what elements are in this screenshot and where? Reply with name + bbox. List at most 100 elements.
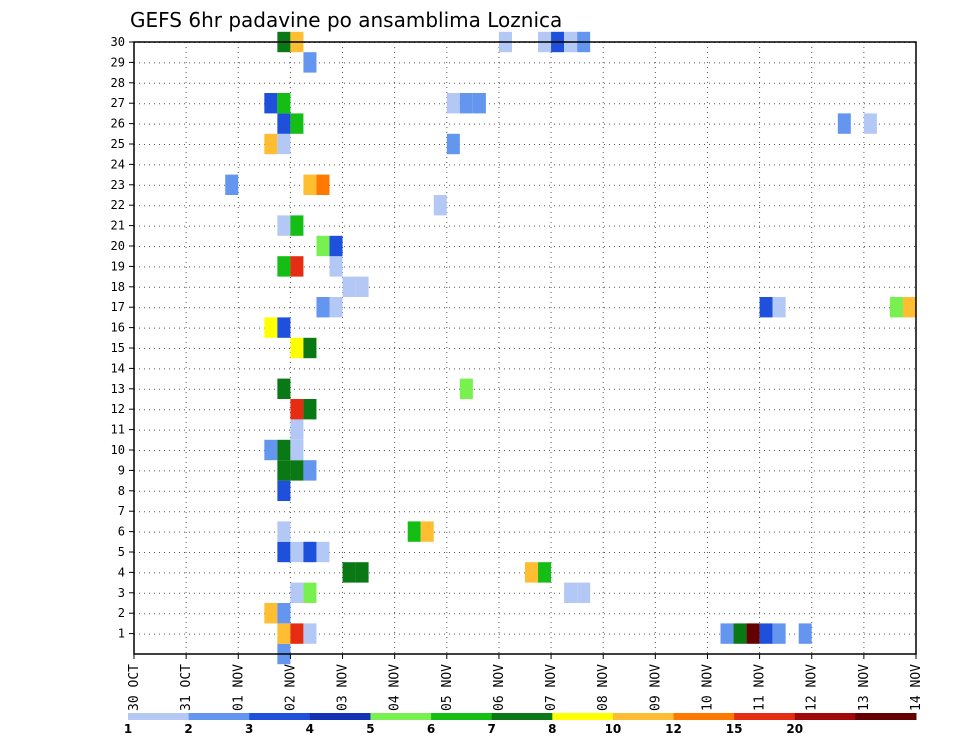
x-tick-label: 12 NOV [805, 664, 820, 711]
colorbar-label: 4 [306, 722, 314, 736]
heatmap-cell [277, 378, 291, 399]
y-tick-label: 15 [111, 341, 125, 355]
colorbar-segment [734, 713, 796, 720]
y-tick-label: 14 [111, 361, 125, 375]
y-tick-label: 29 [111, 55, 125, 69]
heatmap-cell [290, 582, 304, 603]
x-tick-label: 02 NOV [283, 664, 298, 711]
heatmap-cell [329, 235, 343, 257]
heatmap-cell [303, 623, 317, 644]
heatmap-cell [772, 297, 786, 318]
heatmap-cell [303, 337, 317, 359]
colorbar-label: 15 [726, 722, 743, 736]
heatmap-cell [303, 541, 317, 563]
colorbar-segment [612, 713, 675, 720]
heatmap-cell [290, 541, 304, 563]
colorbar-label: 10 [605, 722, 622, 736]
x-axis: 30 OCT 31 OCT 01 NOV 02 NOV 03 NOV 04 NOV 05 N… [127, 654, 924, 711]
heatmap-cell [277, 215, 291, 236]
heatmap-cell [290, 623, 304, 644]
y-tick-label: 25 [111, 137, 125, 151]
heatmap-cell [746, 623, 760, 644]
chart-title: GEFS 6hr padavine po ansamblima Loznica [130, 8, 562, 32]
heatmap-cell [290, 337, 304, 359]
heatmap-cell [277, 480, 291, 501]
y-tick-label: 22 [111, 198, 125, 212]
y-tick-label: 30 [111, 35, 125, 49]
y-tick-label: 16 [111, 321, 125, 335]
y-tick-label: 10 [111, 443, 125, 457]
heatmap-cell [316, 297, 330, 318]
y-tick-label: 24 [111, 157, 125, 171]
x-tick-label: 13 NOV [857, 664, 872, 711]
y-tick-label: 7 [118, 504, 125, 518]
heatmap-cell [303, 52, 317, 73]
heatmap-cell [459, 93, 473, 114]
y-tick-label: 1 [118, 627, 125, 641]
heatmap-cell [759, 297, 773, 318]
heatmap-cell [772, 623, 786, 644]
heatmap-cell [342, 276, 356, 297]
heatmap-cell [902, 297, 916, 318]
heatmap-cells [225, 31, 916, 665]
heatmap-cell [342, 562, 356, 583]
colorbar-label: 6 [427, 722, 435, 736]
colorbar-label: 5 [366, 722, 374, 736]
heatmap-cell [225, 174, 239, 195]
colorbar-segment [794, 713, 856, 720]
heatmap-cell [837, 113, 851, 134]
heatmap-cell [316, 541, 330, 563]
y-tick-label: 28 [111, 76, 125, 90]
heatmap-cell [564, 582, 578, 603]
heatmap-cell [759, 623, 773, 644]
colorbar-label: 20 [786, 722, 803, 736]
heatmap-cell [290, 399, 304, 420]
heatmap-cell [863, 113, 877, 134]
heatmap-cell [446, 133, 460, 155]
x-tick-label: 07 NOV [544, 664, 559, 711]
heatmap-cell [277, 93, 291, 114]
y-axis: 1234567891011121314151617181920212223242… [111, 35, 134, 641]
heatmap-cell [472, 93, 486, 114]
x-tick-label: 04 NOV [388, 664, 403, 711]
y-tick-label: 18 [111, 280, 125, 294]
y-tick-label: 3 [118, 586, 125, 600]
heatmap-cell [329, 256, 343, 277]
y-tick-label: 6 [118, 525, 125, 539]
heatmap-cell [538, 562, 552, 583]
heatmap-cell [525, 562, 539, 583]
heatmap-cell [277, 623, 291, 644]
heatmap-cell [277, 521, 291, 542]
y-tick-label: 12 [111, 402, 125, 416]
colorbar-label: 12 [665, 722, 682, 736]
y-tick-label: 2 [118, 606, 125, 620]
heatmap-cell [355, 276, 369, 297]
x-tick-label: 09 NOV [648, 664, 663, 711]
colorbar-segment [552, 713, 614, 720]
colorbar-segment [309, 713, 371, 720]
colorbar-label: 1 [124, 722, 132, 736]
heatmap-cell [303, 460, 317, 481]
heatmap-cell [264, 93, 278, 114]
heatmap-cell [355, 562, 369, 583]
y-tick-label: 13 [111, 382, 125, 396]
colorbar-segment [188, 713, 250, 720]
x-tick-label: 06 NOV [492, 664, 507, 711]
y-tick-label: 11 [111, 423, 125, 437]
heatmap-cell [277, 541, 291, 563]
heatmap-cell [733, 623, 747, 644]
heatmap-cell [264, 317, 278, 338]
colorbar-label: 2 [184, 722, 192, 736]
colorbar-segment [431, 713, 493, 720]
x-tick-label: 14 NOV [909, 664, 924, 711]
x-tick-label: 05 NOV [440, 664, 455, 711]
y-tick-label: 19 [111, 259, 125, 273]
heatmap-cell [277, 439, 291, 461]
y-tick-label: 20 [111, 239, 125, 253]
y-tick-label: 4 [118, 565, 125, 579]
heatmap-cell [433, 195, 447, 216]
x-tick-label: 08 NOV [596, 664, 611, 711]
heatmap-cell [303, 582, 317, 603]
heatmap-cell [889, 297, 903, 318]
